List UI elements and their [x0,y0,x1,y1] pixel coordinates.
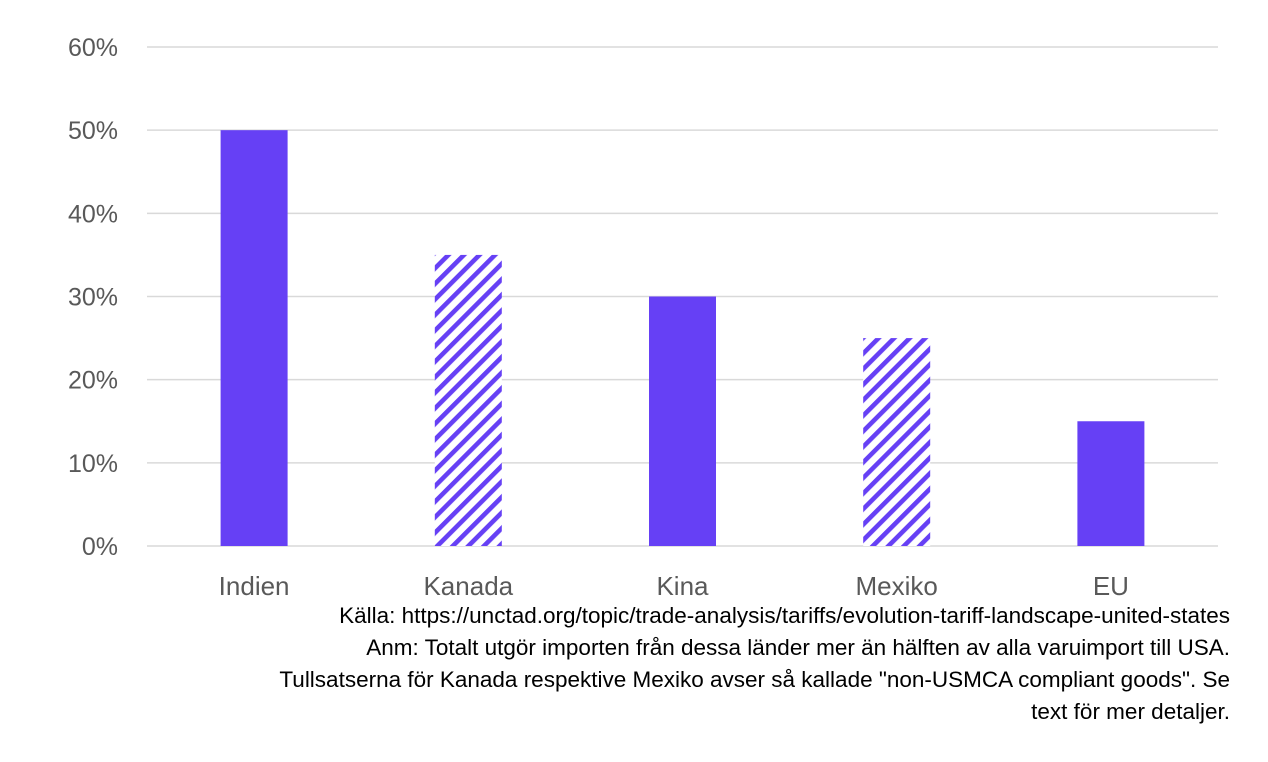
x-category-label: Kanada [423,571,513,601]
y-tick-label: 20% [68,367,118,395]
y-tick-label: 50% [68,117,118,145]
source-note: Källa: https://unctad.org/topic/trade-an… [339,603,1230,628]
chart-notes: Källa: https://unctad.org/topic/trade-an… [30,600,1230,728]
x-category-label: Mexiko [856,571,938,601]
y-tick-label: 30% [68,284,118,312]
y-tick-label: 10% [68,450,118,478]
y-tick-label: 40% [68,200,118,228]
bar-kina [649,296,716,546]
x-category-label: Indien [219,571,290,601]
note-line-3: text för mer detaljer. [1031,699,1230,724]
x-category-label: Kina [656,571,709,601]
x-axis-category-labels: Indien Kanada Kina Mexiko EU [219,571,1129,601]
bar-eu [1077,421,1145,546]
bar-kanada [434,254,502,546]
bar-mexiko [863,338,931,546]
bars [220,130,1145,546]
y-tick-label: 0% [82,533,118,561]
bar-indien [220,130,288,546]
bar-chart: 0% 10% 20% 30% 40% 50% 60% Indien Kanada Kina Mex… [68,34,1218,601]
note-line-2: Tullsatserna för Kanada respektive Mexik… [279,667,1230,692]
y-tick-label: 60% [68,34,118,62]
y-axis-tick-labels: 0% 10% 20% 30% 40% 50% 60% [68,34,118,561]
note-line-1: Anm: Totalt utgör importen från dessa lä… [366,635,1230,660]
x-category-label: EU [1093,571,1129,601]
